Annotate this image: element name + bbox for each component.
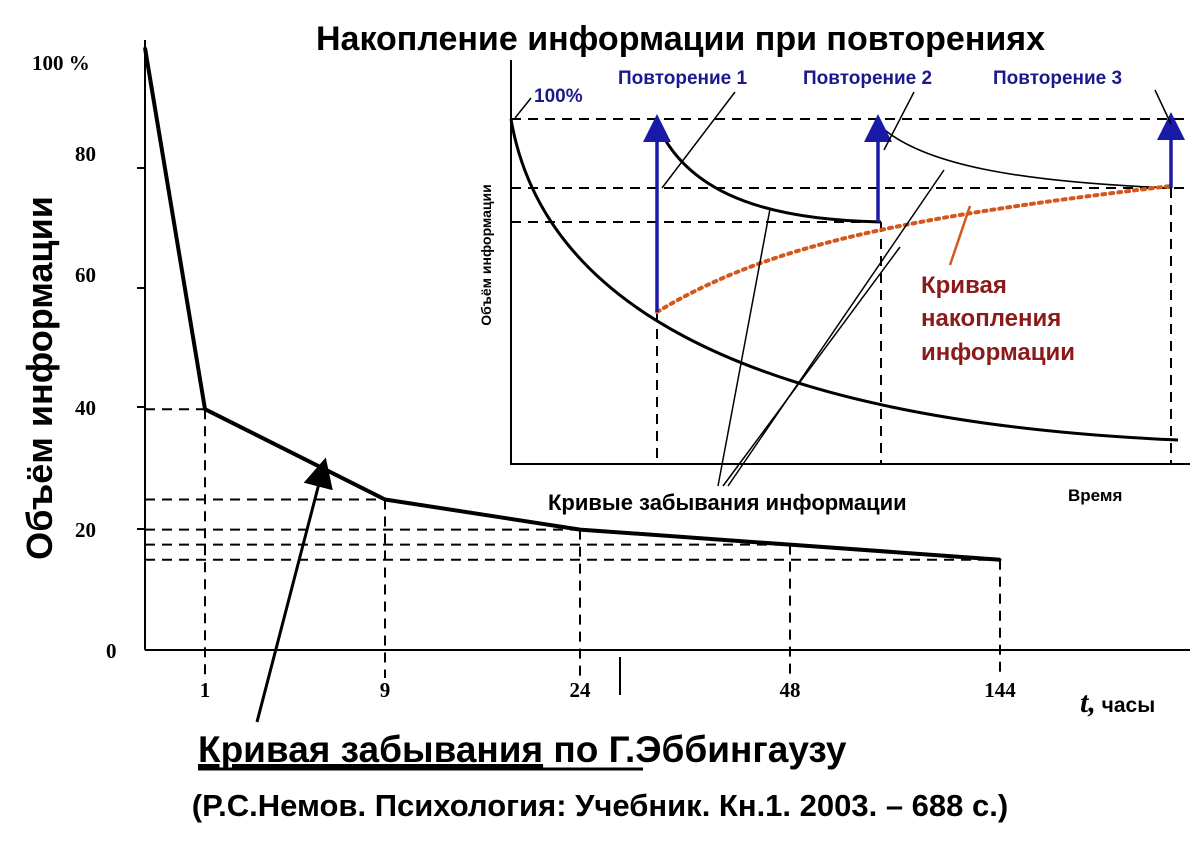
x-tick-label: 9 — [380, 678, 391, 702]
inset-forgetting-curve — [877, 123, 1172, 189]
y-axis-label: Объём информации — [19, 196, 60, 560]
accumulation-label-line: информации — [921, 339, 1075, 366]
main-title-rest: по Г.Эббингаузу — [543, 729, 847, 770]
repetition-pointer — [883, 91, 915, 151]
y-tick-label: 40 — [75, 396, 96, 420]
accumulation-curve — [655, 184, 1173, 314]
inset-chart: Накопление информации при повторениях Об… — [316, 20, 1190, 515]
main-title: Кривая забывания по Г.Эббингаузу — [198, 729, 847, 770]
accumulation-pointer — [948, 205, 972, 266]
forgetting-curve — [143, 47, 1001, 562]
data-point — [203, 407, 207, 411]
main-title-underlined: Кривая забывания — [198, 729, 543, 770]
repetition-label: Повторение 3 — [993, 68, 1122, 89]
accumulation-label-line: Кривая — [921, 272, 1007, 299]
main-curve-layer — [143, 46, 1002, 562]
data-point — [578, 528, 582, 532]
x-tick-label: 1 — [200, 678, 211, 702]
forgetting-pointer — [722, 246, 901, 487]
title-pointer-arrow — [255, 457, 333, 723]
forgetting-pointer — [727, 169, 945, 487]
repetition-pointer — [661, 91, 736, 189]
caption: Кривая забывания по Г.Эббингаузу (Р.С.Не… — [192, 729, 1008, 823]
inset-y-label: Объём информации — [478, 184, 494, 325]
x-tick-label: 24 — [570, 678, 592, 702]
x-axis-unit: часы — [1096, 694, 1155, 717]
repetition-label: Повторение 1 — [618, 68, 748, 89]
y-tick-label: 20 — [75, 518, 96, 542]
x-tick-label: 48 — [780, 678, 801, 702]
x-axis-label: t, часы — [1080, 686, 1155, 719]
y-tick-marks — [137, 167, 145, 530]
main-chart: 100 % 80 60 40 20 0 1 9 24 48 144 t, час… — [19, 40, 1190, 723]
x-tick-label: 144 — [984, 678, 1016, 702]
data-point — [383, 498, 387, 501]
inset-x-label: Время — [1068, 486, 1122, 505]
data-point — [998, 558, 1002, 562]
x-axis-symbol: t, — [1080, 686, 1096, 719]
start-percent-label: 100% — [534, 86, 583, 107]
start-percent-pointer — [514, 97, 532, 119]
forgetting-curves-label: Кривые забывания информации — [548, 490, 907, 515]
y-tick-label: 0 — [106, 639, 117, 663]
inset-layer — [509, 89, 1190, 487]
data-point — [143, 46, 147, 50]
repetition-pointer — [1154, 89, 1172, 125]
inset-forgetting-curve — [655, 123, 882, 224]
y-tick-label: 60 — [75, 263, 96, 287]
repetition-label: Повторение 2 — [803, 68, 932, 89]
forgetting-pointer — [717, 208, 771, 487]
y-tick-label: 100 % — [32, 51, 90, 75]
data-point — [788, 543, 792, 547]
y-tick-label: 80 — [75, 142, 96, 166]
main-guides — [145, 408, 1001, 678]
accumulation-label-line: накопления — [921, 305, 1061, 332]
citation: (Р.С.Немов. Психология: Учебник. Кн.1. 2… — [192, 788, 1008, 823]
inset-forgetting-curve — [509, 118, 1179, 442]
inset-title: Накопление информации при повторениях — [316, 20, 1045, 58]
